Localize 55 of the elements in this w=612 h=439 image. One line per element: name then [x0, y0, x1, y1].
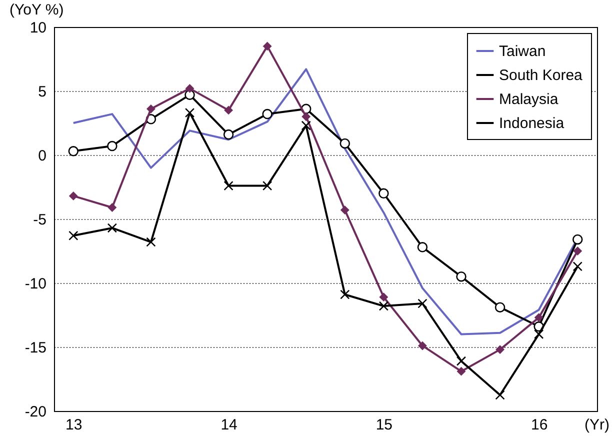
point: [417, 242, 428, 252]
point: [418, 298, 428, 308]
point: [379, 292, 388, 302]
x-axis-title: (Yr): [584, 416, 610, 434]
point: [224, 106, 234, 115]
point: [223, 129, 234, 140]
point: [534, 329, 544, 340]
point: [573, 246, 582, 256]
point: [572, 262, 582, 272]
point: [494, 302, 506, 312]
legend-label: Taiwan: [499, 43, 546, 60]
y-tick-label: -20: [24, 404, 46, 420]
point: [340, 206, 350, 215]
point: [224, 180, 234, 191]
point: [456, 271, 466, 282]
point: [184, 108, 195, 118]
x-tick-label: 15: [376, 416, 393, 434]
legend-label: Indonesia: [499, 115, 565, 132]
point: [262, 42, 272, 51]
y-tick-label: 5: [38, 84, 46, 100]
legend-label: Malaysia: [499, 91, 559, 108]
point: [262, 180, 272, 191]
point: [495, 390, 505, 400]
y-tick-label: 0: [38, 148, 46, 164]
legend-label: South Korea: [499, 67, 584, 84]
y-tick-label: -15: [24, 340, 46, 356]
point: [146, 104, 156, 114]
point: [340, 138, 350, 149]
x-tick-label: 13: [66, 416, 82, 434]
point: [572, 234, 583, 245]
point: [340, 290, 350, 300]
point: [68, 230, 78, 240]
point: [378, 301, 389, 311]
point: [185, 84, 194, 93]
y-tick-label: -5: [33, 212, 46, 228]
x-tick-label: 14: [220, 416, 238, 434]
y-tick-label: -10: [24, 276, 46, 292]
point: [146, 237, 156, 247]
y-tick-label: 10: [30, 20, 46, 36]
point: [496, 345, 505, 354]
point: [456, 356, 466, 366]
point: [68, 146, 79, 156]
point: [534, 313, 544, 322]
point: [107, 223, 118, 233]
y-axis-title: (YoY %): [10, 2, 64, 18]
point: [456, 366, 466, 376]
point: [301, 120, 311, 130]
point: [378, 188, 389, 199]
point: [108, 203, 117, 212]
x-tick-label: 16: [530, 416, 548, 434]
point: [107, 140, 118, 152]
point: [262, 108, 272, 120]
point: [302, 112, 311, 122]
point: [68, 191, 78, 200]
point: [418, 341, 427, 350]
